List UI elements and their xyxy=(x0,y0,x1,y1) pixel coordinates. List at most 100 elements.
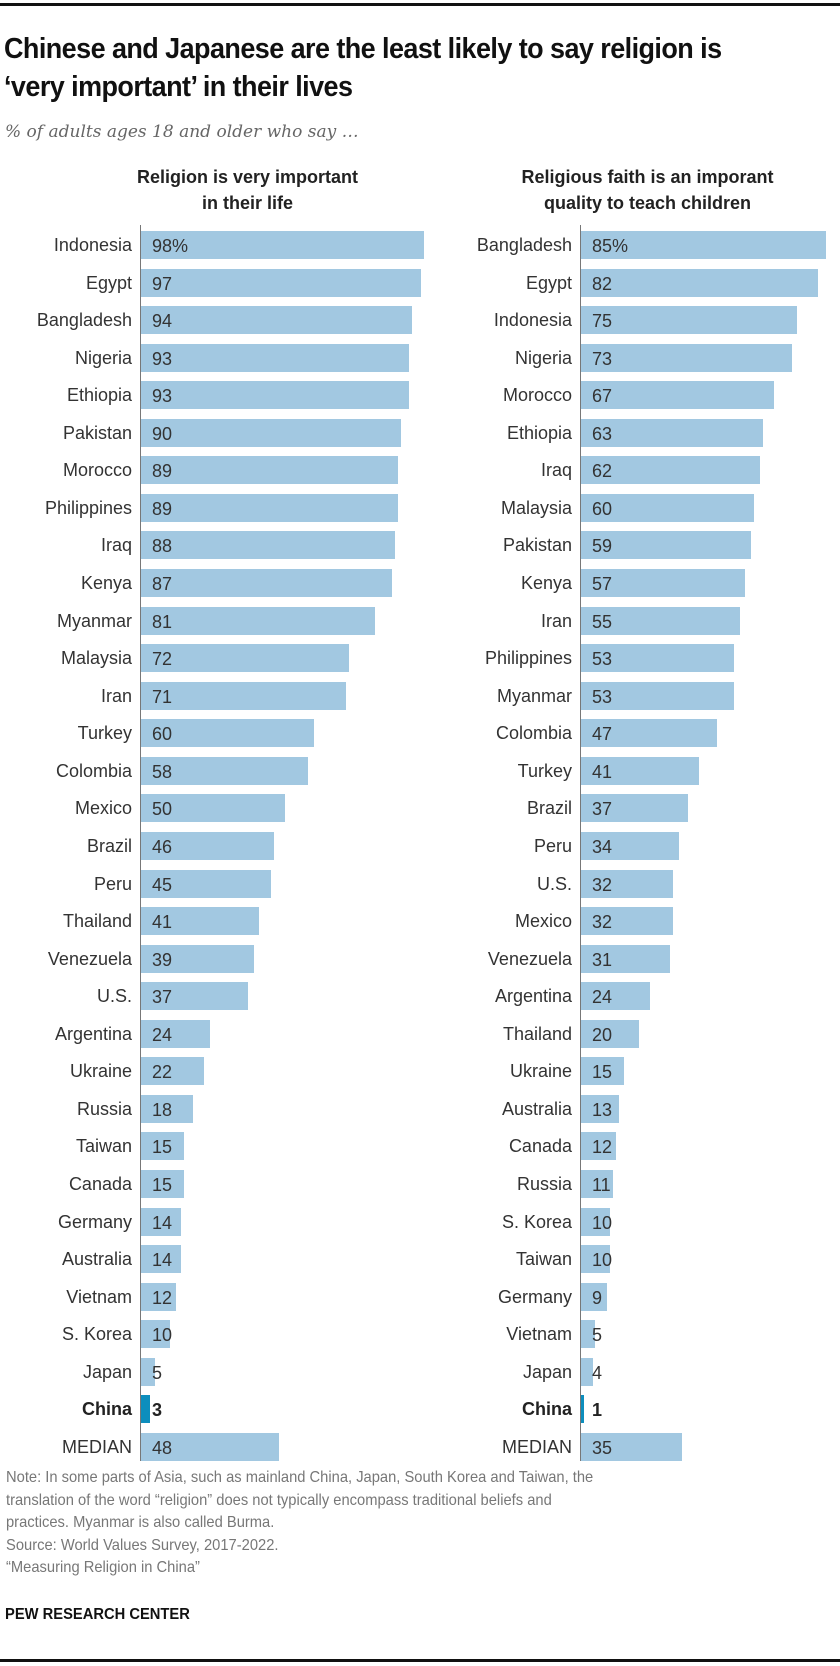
bar xyxy=(141,494,398,522)
value-label: 53 xyxy=(592,687,613,707)
category-label: Bangladesh xyxy=(36,310,132,330)
value-label: 9 xyxy=(592,1288,603,1308)
value-label: 15 xyxy=(592,1062,613,1082)
value-label: 10 xyxy=(592,1213,613,1233)
category-label: Ukraine xyxy=(509,1061,572,1081)
bar xyxy=(141,945,254,973)
category-label: Malaysia xyxy=(60,648,132,668)
value-label: 41 xyxy=(592,762,613,782)
value-label: 85% xyxy=(592,236,629,256)
bar xyxy=(581,870,674,898)
category-label: Japan xyxy=(522,1362,572,1382)
category-label: MEDIAN xyxy=(61,1437,132,1457)
value-label: 24 xyxy=(152,1025,173,1045)
note-line-1: Note: In some parts of Asia, such as mai… xyxy=(6,1469,594,1486)
bar xyxy=(581,719,717,747)
bottom-rule xyxy=(0,1659,840,1662)
value-label: 58 xyxy=(152,762,173,782)
note-line-2: translation of the word “religion” does … xyxy=(6,1491,552,1509)
value-label: 94 xyxy=(152,311,173,331)
category-label: Canada xyxy=(508,1136,572,1156)
bar xyxy=(141,1245,182,1273)
bar xyxy=(141,907,260,935)
bar xyxy=(581,794,688,822)
bar xyxy=(141,682,346,710)
bar xyxy=(581,381,775,409)
bar xyxy=(581,269,818,297)
value-label: 14 xyxy=(152,1213,173,1233)
value-label: 75 xyxy=(592,311,613,331)
value-label: 32 xyxy=(592,875,613,895)
category-label: Iraq xyxy=(540,460,572,480)
category-label: Turkey xyxy=(517,761,572,781)
value-label: 45 xyxy=(152,875,173,895)
category-label: Malaysia xyxy=(500,498,572,518)
value-label: 32 xyxy=(592,912,613,932)
value-label: 24 xyxy=(592,987,613,1007)
category-label: Philippines xyxy=(44,498,132,518)
category-label: Thailand xyxy=(62,911,132,931)
bar xyxy=(581,982,651,1010)
category-label: Morocco xyxy=(62,460,132,480)
category-label: Mexico xyxy=(74,798,132,818)
category-label: Brazil xyxy=(526,798,572,818)
category-label: Argentina xyxy=(494,986,572,1006)
value-label: 18 xyxy=(152,1100,173,1120)
bar xyxy=(581,1283,607,1311)
bar xyxy=(581,419,763,447)
bar xyxy=(141,419,401,447)
value-label: 48 xyxy=(152,1438,173,1458)
bar xyxy=(581,644,734,672)
category-label: Thailand xyxy=(502,1024,572,1044)
bar xyxy=(141,1358,156,1386)
category-label: Taiwan xyxy=(75,1136,132,1156)
value-label: 14 xyxy=(152,1250,173,1270)
bar xyxy=(141,982,248,1010)
value-label: 3 xyxy=(152,1400,163,1420)
bar xyxy=(141,1395,150,1423)
category-label: Pakistan xyxy=(502,535,572,555)
bar xyxy=(141,1320,170,1348)
category-label: Ethiopia xyxy=(506,423,572,443)
category-label: Kenya xyxy=(80,573,132,593)
category-label: U.S. xyxy=(536,874,572,894)
category-label: Iraq xyxy=(100,535,132,555)
bar xyxy=(581,607,740,635)
value-label: 53 xyxy=(592,649,613,669)
chart-title: Chinese and Japanese are the least likel… xyxy=(4,33,722,103)
category-label: Australia xyxy=(501,1099,572,1119)
value-label: 20 xyxy=(592,1025,613,1045)
bar xyxy=(581,1433,682,1461)
category-label: Argentina xyxy=(54,1024,132,1044)
value-label: 50 xyxy=(152,799,173,819)
value-label: 5 xyxy=(152,1363,163,1383)
bar xyxy=(581,1057,625,1085)
category-label: Russia xyxy=(516,1174,572,1194)
value-label: 4 xyxy=(592,1363,603,1383)
value-label: 90 xyxy=(152,424,173,444)
bar xyxy=(141,757,309,785)
bar xyxy=(581,1132,616,1160)
value-label: 35 xyxy=(592,1438,613,1458)
category-label: Brazil xyxy=(86,836,132,856)
bar xyxy=(141,644,349,672)
category-label: Ethiopia xyxy=(66,385,132,405)
bar xyxy=(141,870,271,898)
bar xyxy=(141,1208,182,1236)
left-panel-title: Religion is very important in their life xyxy=(80,164,415,216)
bar xyxy=(581,757,700,785)
category-label: Peru xyxy=(93,874,132,894)
bar xyxy=(141,1057,205,1085)
bar xyxy=(581,231,827,259)
value-label: 93 xyxy=(152,349,173,369)
bar xyxy=(141,719,315,747)
value-label: 82 xyxy=(592,274,613,294)
value-label: 41 xyxy=(152,912,173,932)
value-label: 55 xyxy=(592,612,613,632)
category-label: China xyxy=(521,1399,572,1419)
value-label: 39 xyxy=(152,950,173,970)
bar xyxy=(581,1095,619,1123)
bar xyxy=(141,1095,193,1123)
brand-logo-text: PEW RESEARCH CENTER xyxy=(5,1606,190,1623)
category-label: Peru xyxy=(533,836,572,856)
